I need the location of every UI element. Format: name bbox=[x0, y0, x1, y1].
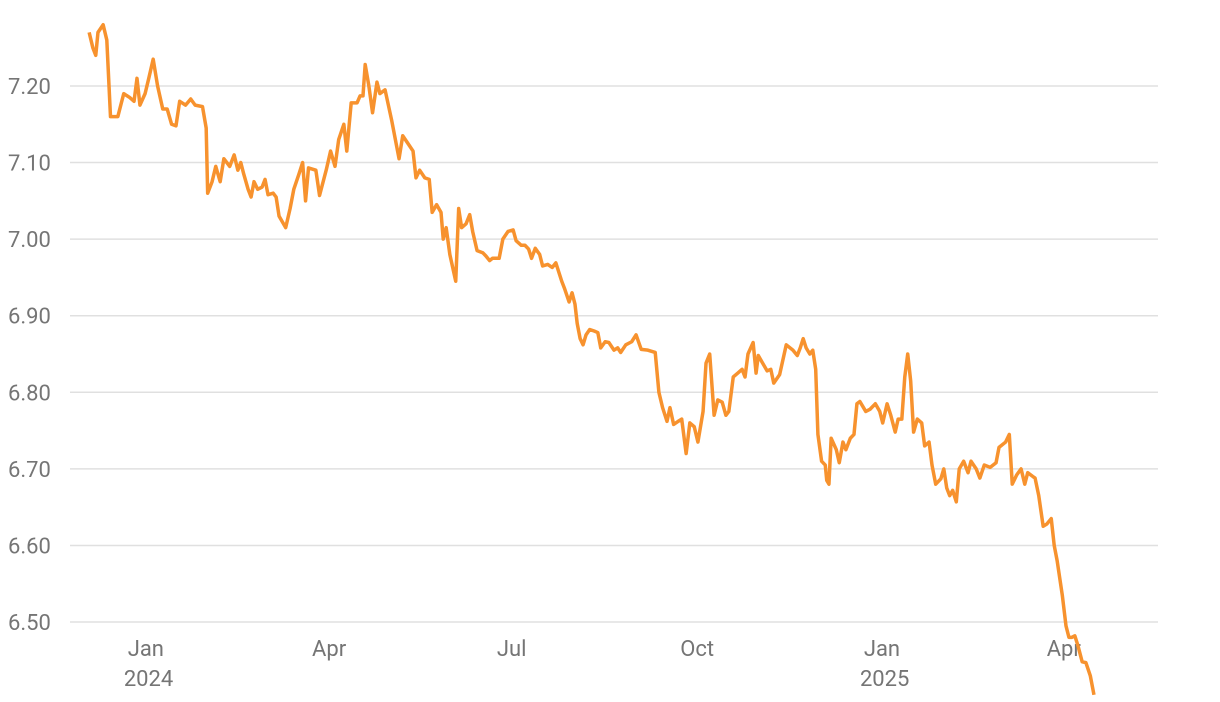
x-tick-label: Apr bbox=[312, 637, 347, 662]
y-tick-label: 7.00 bbox=[8, 228, 51, 253]
x-tick-label: Jan 2024 bbox=[118, 637, 173, 692]
data-line bbox=[87, 22, 1096, 696]
x-tick-label: Jul bbox=[497, 637, 527, 662]
y-tick-label: 6.50 bbox=[8, 611, 51, 636]
y-tick-label: 6.90 bbox=[8, 305, 51, 330]
y-tick-label: 6.60 bbox=[8, 534, 51, 559]
y-tick-label: 7.10 bbox=[8, 152, 51, 177]
x-tick-label: Jan 2025 bbox=[854, 637, 909, 692]
y-tick-label: 6.80 bbox=[8, 381, 51, 406]
y-tick-label: 6.70 bbox=[8, 458, 51, 483]
x-tick-label: Oct bbox=[680, 637, 714, 662]
y-tick-label: 7.20 bbox=[8, 75, 51, 100]
